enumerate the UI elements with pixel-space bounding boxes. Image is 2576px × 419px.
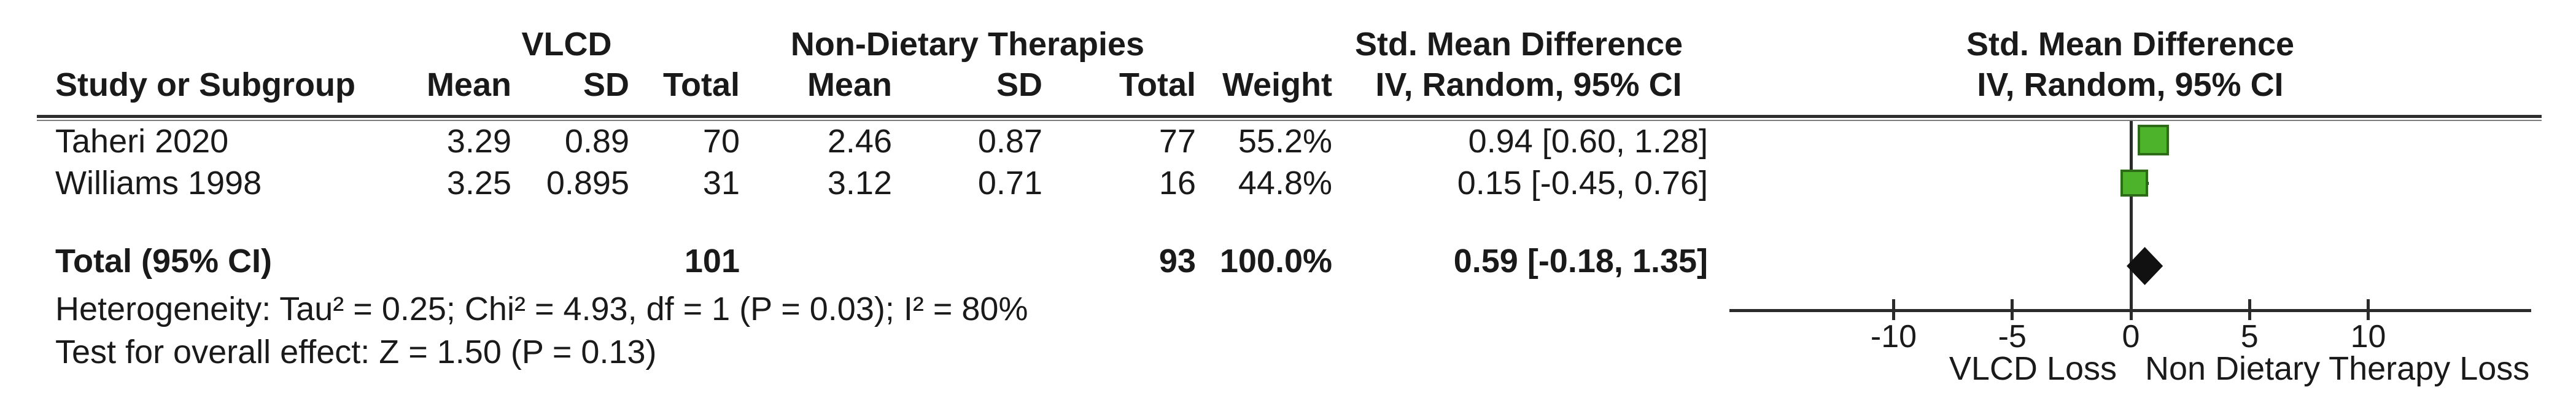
column-header-iv-plot: IV, Random, 95% CI	[1977, 66, 2284, 103]
study-marker-square	[2120, 169, 2149, 197]
axis-tick-label: 5	[2240, 319, 2259, 354]
column-header-mean-vlcd: Mean	[426, 66, 511, 103]
column-header-mean-control: Mean	[807, 66, 892, 103]
column-header-total-control: Total	[1119, 66, 1196, 103]
axis-tick-label: 10	[2350, 319, 2386, 354]
column-header-study: Study or Subgroup	[55, 66, 355, 103]
mean-vlcd-value: 3.25	[446, 165, 511, 202]
axis-tick	[2248, 299, 2251, 320]
column-header-smd-plot: Std. Mean Difference	[1966, 26, 2295, 63]
mean-control-value: 3.12	[827, 165, 892, 202]
heterogeneity-text: Heterogeneity: Tau² = 0.25; Chi² = 4.93,…	[55, 291, 1028, 327]
study-label: Taheri 2020	[55, 123, 229, 160]
weight-value: 44.8%	[1238, 165, 1332, 202]
axis-tick	[2011, 299, 2014, 320]
total-vlcd-value: 31	[702, 165, 740, 202]
study-label: Williams 1998	[55, 165, 262, 202]
column-header-weight: Weight	[1222, 66, 1332, 103]
column-header-smd-text: Std. Mean Difference	[1354, 26, 1683, 63]
axis-tick-label: -5	[1998, 319, 2027, 354]
axis-tick-label: -10	[1870, 319, 1917, 354]
sd-control-value: 0.87	[977, 123, 1042, 160]
study-marker-square	[2138, 124, 2169, 156]
total-weight: 100.0%	[1219, 243, 1332, 280]
mean-control-value: 2.46	[827, 123, 892, 160]
ci-value: 0.94 [0.60, 1.28]	[1468, 123, 1708, 160]
column-header-sd-vlcd: SD	[583, 66, 629, 103]
group-header-vlcd: VLCD	[521, 26, 612, 63]
axis-tick	[2367, 299, 2370, 320]
axis-tick	[2129, 299, 2133, 320]
total-vlcd-value: 70	[702, 123, 740, 160]
column-header-iv-text: IV, Random, 95% CI	[1375, 66, 1682, 103]
favours-right-label: Non Dietary Therapy Loss	[2145, 350, 2530, 387]
header-rule-top	[37, 115, 2542, 118]
total-row-label: Total (95% CI)	[55, 243, 273, 280]
total-control-value: 16	[1158, 165, 1196, 202]
sd-vlcd-value: 0.895	[546, 165, 629, 202]
axis-tick	[1892, 299, 1895, 320]
favours-left-label: VLCD Loss	[1949, 350, 2117, 387]
axis-tick-label: 0	[2122, 319, 2140, 354]
overall-effect-text: Test for overall effect: Z = 1.50 (P = 0…	[55, 334, 657, 370]
column-header-sd-control: SD	[996, 66, 1042, 103]
weight-value: 55.2%	[1238, 123, 1332, 160]
header-rule-bottom	[37, 120, 2542, 121]
total-control-value: 77	[1158, 123, 1196, 160]
mean-vlcd-value: 3.29	[446, 123, 511, 160]
sd-vlcd-value: 0.89	[564, 123, 629, 160]
column-header-total-vlcd: Total	[663, 66, 740, 103]
ci-value: 0.15 [-0.45, 0.76]	[1457, 165, 1708, 202]
sd-control-value: 0.71	[977, 165, 1042, 202]
total-vlcd-sum: 101	[684, 243, 740, 280]
group-header-non-dietary: Non-Dietary Therapies	[790, 26, 1145, 63]
total-ci: 0.59 [-0.18, 1.35]	[1453, 243, 1708, 280]
total-control-sum: 93	[1158, 243, 1196, 280]
zero-line	[2130, 121, 2133, 313]
